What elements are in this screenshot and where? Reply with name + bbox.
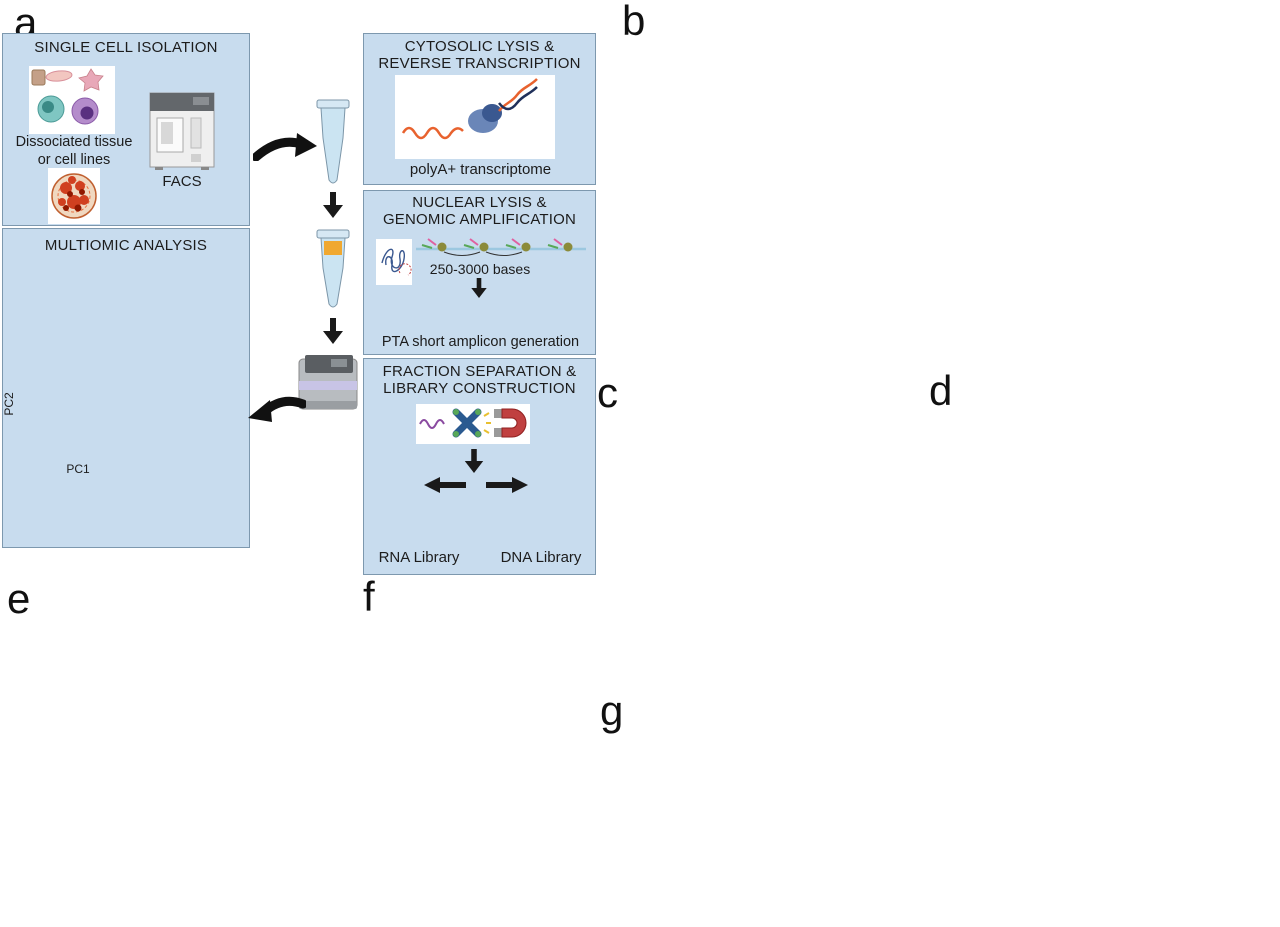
panel-label-g: g bbox=[600, 687, 624, 734]
bases-caption: 250-3000 bases bbox=[429, 261, 531, 277]
reverse-transcription-illustration bbox=[395, 75, 555, 159]
pc1-axis-label: PC1 bbox=[66, 462, 90, 476]
single-cell-title: SINGLE CELL ISOLATION bbox=[34, 39, 218, 56]
cytosolic-title-line2: REVERSE TRANSCRIPTION bbox=[378, 55, 581, 72]
rna-library-caption: RNA Library bbox=[378, 549, 460, 566]
fraction-title-line1: FRACTION SEPARATION & bbox=[382, 363, 577, 380]
violin-plots-chart bbox=[358, 578, 608, 927]
feature-proportion-chart bbox=[598, 688, 1280, 927]
down-arrow-icon bbox=[323, 192, 343, 218]
panel-label-e: e bbox=[7, 575, 31, 622]
dna-library-caption: DNA Library bbox=[500, 549, 582, 566]
magnet-separation-illustration bbox=[416, 404, 530, 444]
left-arrow-icon bbox=[424, 477, 466, 493]
panel-label-c: c bbox=[597, 369, 618, 416]
single-cell-isolation-box: SINGLE CELL ISOLATION Dissociated tissue… bbox=[2, 33, 250, 226]
cell-lines-caption: or cell lines bbox=[37, 152, 111, 168]
genes-isoforms-heatmap bbox=[147, 301, 249, 516]
gene-coverage-chart bbox=[0, 578, 362, 927]
multiomic-title: MULTIOMIC ANALYSIS bbox=[44, 237, 208, 254]
cytosolic-title-line1: CYTOSOLIC LYSIS & bbox=[404, 38, 555, 55]
pca-scatter-plot bbox=[18, 348, 141, 460]
pta-template-illustration bbox=[416, 238, 586, 256]
down-arrow-icon bbox=[323, 318, 343, 344]
fraction-title-line2: LIBRARY CONSTRUCTION bbox=[383, 380, 576, 397]
curved-right-arrow-icon bbox=[253, 133, 317, 161]
down-arrow-icon bbox=[471, 278, 487, 298]
curved-left-arrow-icon bbox=[248, 396, 306, 422]
rna-library-strands bbox=[374, 437, 450, 549]
pc2-axis-label: PC2 bbox=[2, 392, 16, 416]
nuclear-title-line1: NUCLEAR LYSIS & bbox=[412, 194, 547, 211]
multiomic-analysis-box: MULTIOMIC ANALYSIS PC2 PC1 bbox=[2, 228, 250, 548]
nuclear-title-line2: GENOMIC AMPLIFICATION bbox=[382, 211, 577, 228]
panel-label-f: f bbox=[363, 573, 375, 620]
genome-coverage-chart bbox=[595, 373, 935, 705]
tube-with-sample-icon bbox=[316, 229, 350, 308]
organoid-illustration bbox=[48, 168, 100, 224]
cytosolic-lysis-box: CYTOSOLIC LYSIS & REVERSE TRANSCRIPTION … bbox=[363, 33, 596, 185]
chromatin-scribble-icon bbox=[376, 239, 412, 285]
cells-illustration bbox=[29, 66, 115, 134]
panel-label-d: d bbox=[929, 367, 953, 414]
nuclear-lysis-box: NUCLEAR LYSIS & GENOMIC AMPLIFICATION 25… bbox=[363, 190, 596, 355]
panel-label-b: b bbox=[622, 0, 646, 44]
allele-frequency-chart bbox=[618, 0, 1280, 372]
facs-caption: FACS bbox=[162, 173, 202, 190]
facs-machine-icon bbox=[149, 92, 215, 170]
fraction-separation-box: FRACTION SEPARATION & LIBRARY CONSTRUCTI… bbox=[363, 358, 596, 575]
polya-caption: polyA+ transcriptome bbox=[409, 161, 552, 178]
dna-library-strands bbox=[522, 431, 598, 547]
dissociated-tissue-caption: Dissociated tissue bbox=[15, 134, 133, 150]
tube-icon bbox=[316, 99, 350, 184]
right-arrow-icon bbox=[486, 477, 528, 493]
down-arrow-icon bbox=[464, 449, 484, 473]
sequencer-icon bbox=[298, 355, 358, 410]
snp-evaluation-chart bbox=[925, 373, 1280, 685]
pta-caption: PTA short amplicon generation bbox=[381, 334, 580, 350]
